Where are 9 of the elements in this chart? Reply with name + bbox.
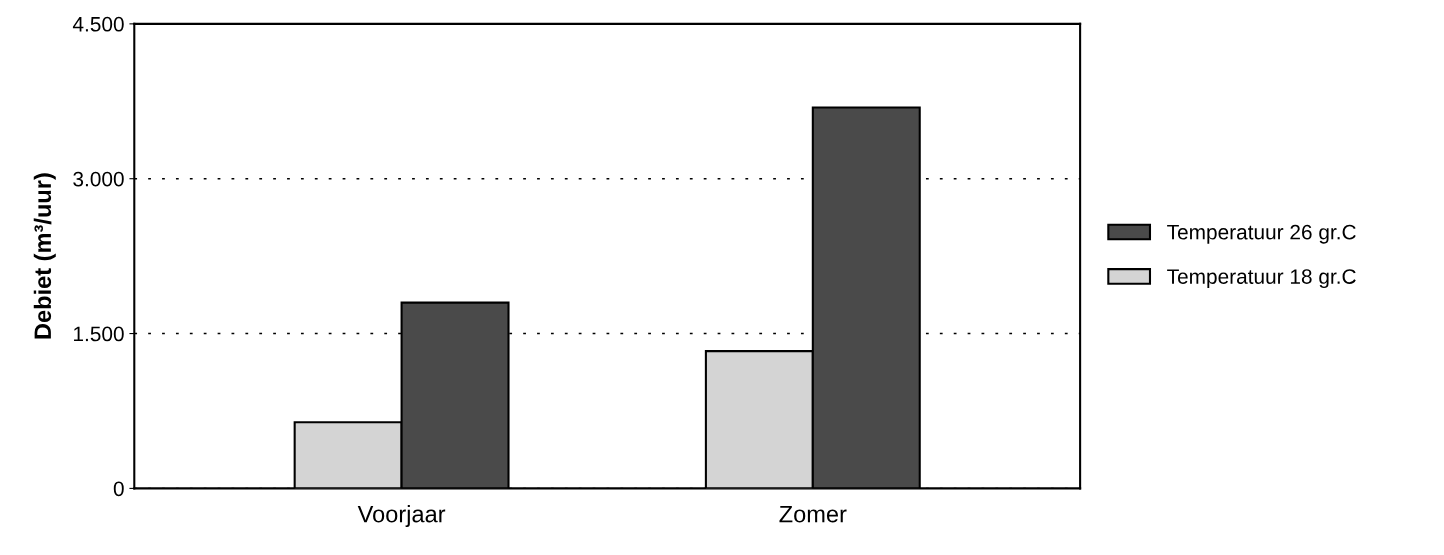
x-tick-label: Zomer	[779, 505, 847, 523]
y-axis-title: Debiet (m³/uur)	[33, 173, 56, 339]
x-tick-label: Voorjaar	[357, 505, 446, 528]
y-tick-label: 1.500	[74, 326, 124, 342]
y-tick-label: 0	[113, 481, 124, 497]
y-tick-label: 4.500	[72, 16, 124, 32]
legend-label: Temperatuur 18 gr.C	[1167, 269, 1356, 289]
y-tick-label: 3.000	[73, 171, 124, 187]
legend-label: Temperatuur 26 gr.C	[1167, 224, 1356, 244]
